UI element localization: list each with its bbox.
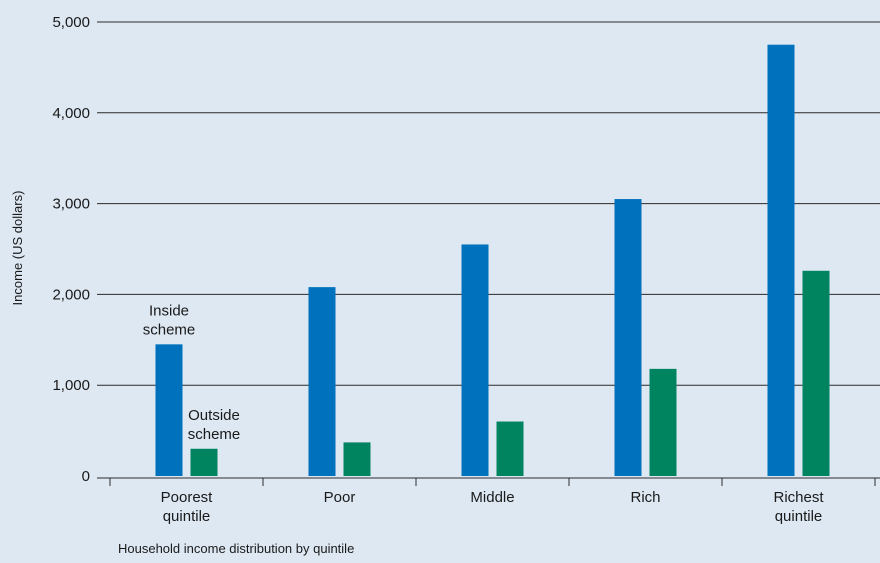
y-tick-labels: 0 1,000 2,000 3,000 4,000 5,000 — [52, 14, 90, 485]
x-axis-label: Household income distribution by quintil… — [118, 541, 354, 556]
series-label: Inside scheme — [143, 302, 196, 338]
bar-inside — [461, 244, 489, 476]
bar-outside — [343, 442, 371, 476]
y-axis-label: Income (US dollars) — [10, 191, 25, 306]
bar-inside — [155, 344, 183, 476]
bar-inside — [767, 44, 795, 476]
y-tick-label: 2,000 — [52, 286, 90, 303]
x-tick-label: Richest quintile — [773, 489, 824, 525]
y-tick-label: 0 — [82, 468, 90, 485]
bar-outside — [649, 368, 677, 476]
bar-inside — [308, 287, 336, 476]
series-label: Outside scheme — [188, 407, 241, 443]
x-tick-label: Poor — [324, 489, 356, 506]
x-tick-label: Middle — [470, 489, 514, 506]
bar-outside — [190, 448, 218, 476]
bar-inside — [614, 199, 642, 476]
y-tick-label: 3,000 — [52, 196, 90, 213]
y-tick-label: 5,000 — [52, 14, 90, 31]
y-tick-label: 1,000 — [52, 377, 90, 394]
gridlines — [97, 21, 880, 386]
bar-outside — [802, 270, 830, 476]
x-axis: Poorest quintile Poor Middle Rich Richest quin… — [97, 477, 880, 525]
bars — [155, 44, 830, 476]
y-tick-label: 4,000 — [52, 105, 90, 122]
x-tick-label: Rich — [630, 489, 660, 506]
bar-outside — [496, 421, 524, 476]
x-tick-label: Poorest quintile — [161, 489, 214, 525]
series-annotations: Inside scheme Outside scheme — [143, 302, 241, 442]
